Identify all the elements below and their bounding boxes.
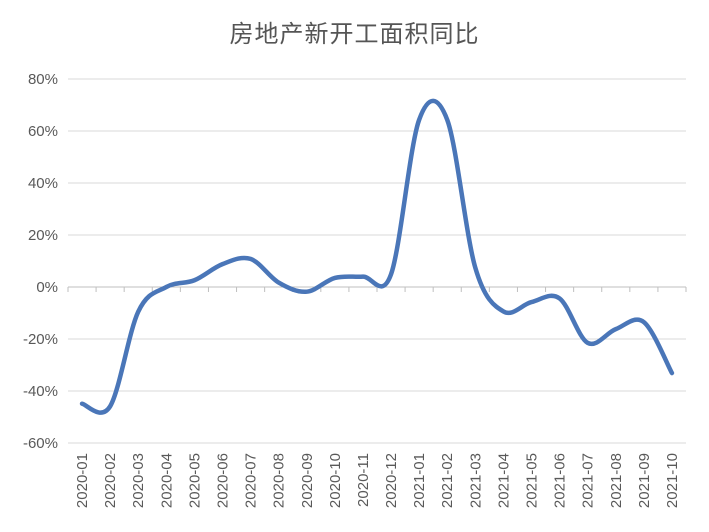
x-tick-label: 2020-01: [74, 453, 91, 508]
data-point-2020-09: [304, 289, 310, 295]
data-point-2020-02: [107, 403, 113, 409]
x-tick-label: 2020-05: [186, 453, 203, 508]
x-tick-label: 2021-07: [580, 453, 597, 508]
data-point-2020-11: [360, 274, 366, 280]
x-tick-label: 2020-08: [271, 453, 288, 508]
x-tick-label: 2021-04: [495, 453, 512, 508]
y-tick-label: 40%: [28, 175, 58, 192]
data-point-2021-10: [669, 370, 675, 376]
data-point-2020-08: [276, 280, 282, 286]
x-tick-label: 2020-09: [299, 453, 316, 508]
data-point-2020-06: [220, 261, 226, 267]
chart-title: 房地产新开工面积同比: [229, 20, 480, 48]
y-tick-label: 0%: [36, 279, 58, 296]
x-tick-label: 2020-10: [327, 453, 344, 508]
data-point-2021-03: [472, 265, 478, 271]
x-tick-label: 2021-01: [411, 453, 428, 508]
data-point-2021-02: [444, 117, 450, 123]
y-tick-label: -20%: [23, 331, 58, 348]
y-tick-label: -40%: [23, 383, 58, 400]
y-tick-label: 80%: [28, 71, 58, 88]
y-tick-label: -60%: [23, 435, 58, 452]
x-tick-label: 2020-12: [383, 453, 400, 508]
x-tick-label: 2021-02: [439, 453, 456, 508]
data-point-2021-06: [557, 295, 563, 301]
x-tick-label: 2021-09: [636, 453, 653, 508]
data-point-2020-07: [248, 256, 254, 262]
series-line: [79, 98, 675, 415]
data-point-2021-07: [585, 340, 591, 346]
x-tick-label: 2021-10: [664, 453, 681, 508]
data-point-2021-08: [613, 326, 619, 332]
data-point-2020-03: [135, 309, 141, 315]
data-point-2021-09: [641, 319, 647, 325]
data-point-2021-01: [416, 117, 422, 123]
x-tick-label: 2020-04: [158, 453, 175, 508]
x-tick-label: 2020-03: [130, 453, 147, 508]
y-tick-label: 20%: [28, 227, 58, 244]
x-tick-label: 2021-03: [467, 453, 484, 508]
x-tick-label: 2020-11: [355, 453, 372, 507]
x-tick-label: 2020-02: [102, 453, 119, 508]
x-tick-label: 2021-05: [524, 453, 541, 508]
x-tick-label: 2020-06: [215, 453, 232, 508]
data-point-2020-01: [79, 401, 85, 407]
y-tick-label: 60%: [28, 123, 58, 140]
x-tick-label: 2021-08: [608, 453, 625, 508]
x-tick-label: 2021-06: [552, 453, 569, 508]
data-point-2021-05: [529, 299, 535, 305]
data-point-2020-12: [388, 271, 394, 277]
data-point-2020-05: [191, 277, 197, 283]
data-point-2021-04: [500, 308, 506, 314]
x-tick-label: 2020-07: [243, 453, 260, 508]
data-point-2020-10: [332, 275, 338, 281]
data-point-2020-04: [163, 284, 169, 290]
